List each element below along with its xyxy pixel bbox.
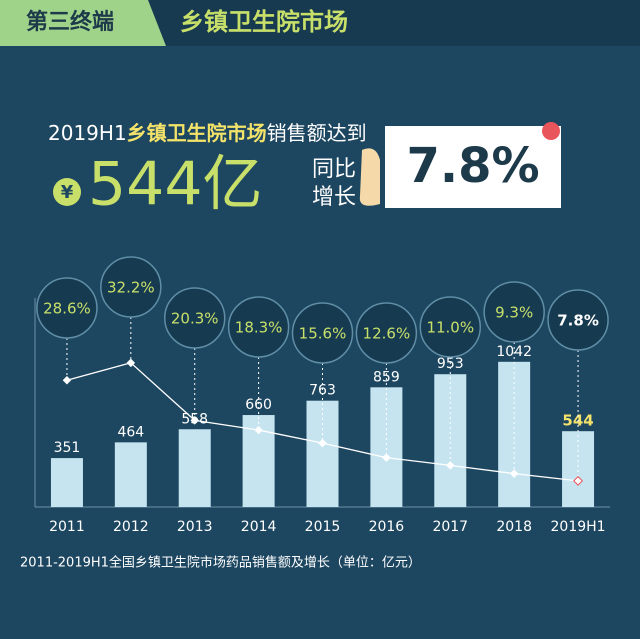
growth-point (318, 438, 327, 448)
x-tick-label: 2011 (49, 519, 85, 535)
growth-label: 11.0% (426, 319, 474, 337)
growth-point (190, 416, 199, 425)
plot: 2011 2012 2013 2014 2015 2016 2017 2018 2019H1 35… (36, 256, 609, 535)
x-tick-label: 2015 (305, 519, 341, 535)
growth-bubble (483, 281, 545, 343)
bar-value-label: 1042 (496, 344, 532, 360)
bar (178, 429, 211, 507)
x-tick-label: 2017 (432, 519, 468, 535)
growth-label: 15.6% (299, 325, 347, 343)
growth-point (62, 376, 72, 385)
growth-box (385, 126, 561, 208)
header-tag-box (0, 0, 166, 46)
growth-bubble (355, 302, 418, 364)
bar (562, 431, 595, 507)
growth-label: 7.8% (557, 312, 599, 330)
x-tick-label: 2019H1 (551, 519, 606, 535)
bar (370, 387, 403, 507)
growth-label-1: 同比 (312, 157, 356, 182)
bar-value-label: 351 (54, 440, 81, 456)
caption: 2011-2019H1全国乡镇卫生院市场药品销售额及增长（单位：亿元） (20, 555, 421, 571)
growth-point (126, 358, 136, 368)
growth-bubble (163, 287, 226, 349)
headline-highlight: 乡镇卫生院市场 (127, 121, 267, 145)
growth-bubble (36, 277, 98, 339)
headline-prefix: 2019H1 (48, 121, 127, 145)
headline-suffix: 销售额达到 (267, 121, 367, 145)
x-tick-label: 2018 (496, 519, 532, 535)
x-tick-label: 2016 (369, 519, 405, 535)
hand-icon (359, 148, 380, 206)
x-tick-label: 2014 (241, 519, 277, 535)
growth-bubble (291, 302, 354, 364)
bar-value-label: 660 (245, 397, 272, 413)
growth-point (446, 461, 455, 470)
x-tick-label: 2013 (177, 519, 213, 535)
growth-bubble (100, 256, 162, 318)
growth-label-2: 增长 (312, 185, 356, 210)
growth-label: 12.6% (363, 325, 411, 343)
growth-label: 20.3% (171, 310, 219, 328)
growth-bubble (227, 296, 290, 358)
growth-point (382, 453, 391, 462)
growth-point (254, 425, 263, 435)
growth-label: 32.2% (107, 279, 155, 297)
growth: 7.8% (406, 138, 539, 194)
currency-badge (53, 178, 81, 206)
bar-value-label: 464 (117, 424, 144, 440)
growth-point (509, 469, 519, 478)
bar (434, 374, 467, 507)
currency: ¥ (61, 182, 74, 203)
ribbon-icon (542, 122, 560, 140)
bar-value-label: 763 (309, 383, 336, 399)
amount: 544亿 (88, 150, 263, 220)
growth-point (573, 475, 584, 486)
headline-line: 2019H1乡镇卫生院市场销售额达到 (48, 121, 367, 145)
growth-label: 18.3% (235, 319, 283, 337)
header-tag: 第三终端 (26, 9, 114, 35)
bar (498, 361, 531, 507)
growth-bubble (419, 296, 482, 358)
x-tick-label: 2012 (113, 519, 149, 535)
header-title: 乡镇卫生院市场 (180, 8, 348, 36)
bar (50, 458, 83, 507)
bar-value-label: 859 (373, 369, 400, 385)
growth-bubble (547, 289, 609, 351)
growth-label: 9.3% (495, 304, 533, 322)
growth-label: 28.6% (43, 300, 91, 318)
bar-value-label: 953 (437, 356, 464, 372)
bar (306, 400, 339, 507)
bar (114, 442, 147, 507)
